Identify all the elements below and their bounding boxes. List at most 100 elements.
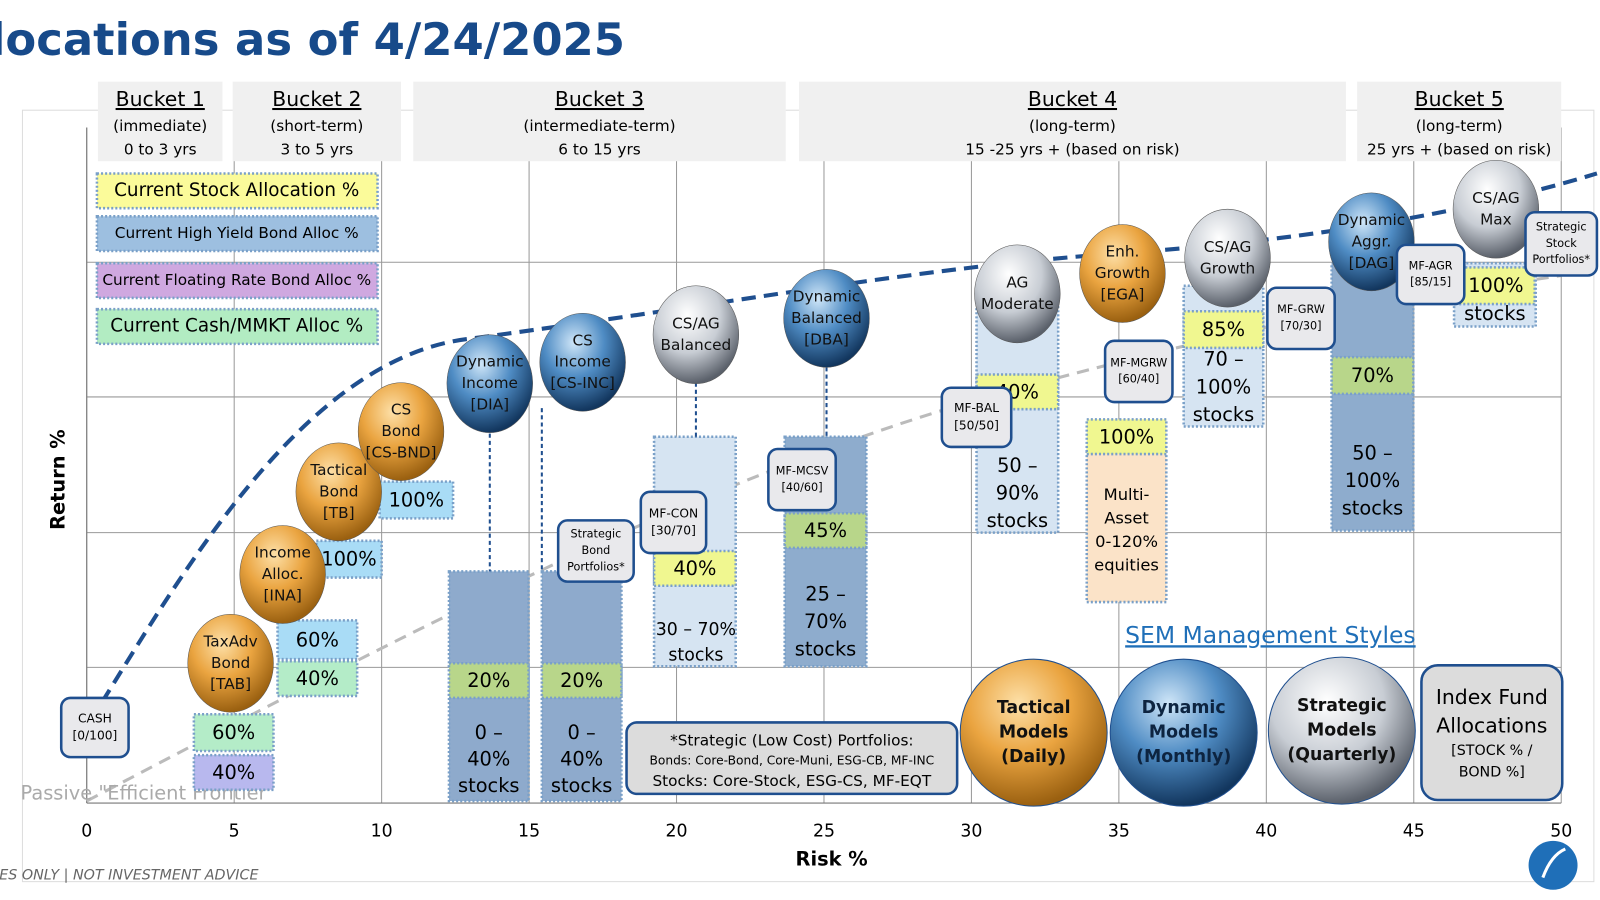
text-line: Balanced: [791, 309, 862, 327]
text-line: stocks: [795, 638, 857, 661]
text-line: stocks: [668, 646, 723, 666]
text-line: Income: [462, 374, 518, 392]
text-line: Asset: [1104, 508, 1149, 527]
bucket-horizon: (intermediate-term): [523, 117, 675, 135]
text-line: Balanced: [661, 336, 732, 354]
text-line: stocks: [458, 774, 520, 797]
text-line: 90%: [996, 481, 1039, 504]
allocation-value: 40%: [296, 667, 339, 690]
text-line: CS: [391, 401, 411, 419]
text-line: Stock: [1546, 237, 1578, 250]
text-line: Portfolios*: [567, 560, 625, 573]
text-line: CASH: [78, 711, 112, 725]
text-line: Alloc.: [262, 565, 304, 583]
model-bubble: [974, 244, 1061, 344]
logo-mark: [1541, 847, 1566, 879]
bucket-name: Bucket 4: [1028, 87, 1117, 111]
styles-title: SEM Management Styles: [1125, 621, 1415, 649]
allocation-box: [783, 511, 868, 550]
bucket-horizon: (immediate): [113, 117, 207, 135]
model-bubble: [239, 525, 326, 624]
text-line: CS/AG: [1204, 238, 1252, 256]
index-box: [1395, 243, 1466, 306]
allocation-value: 60%: [296, 628, 339, 651]
index-box: [639, 490, 708, 555]
x-tick-label: 10: [371, 822, 393, 842]
allocation-box: [1182, 309, 1265, 350]
text-line: [70/30]: [1280, 320, 1321, 333]
model-bubble: [652, 285, 740, 384]
text-line: MF-GRW: [1277, 303, 1325, 316]
text-line: [DAG]: [1349, 254, 1394, 272]
legend-box: [95, 172, 379, 210]
text-line: (Daily): [1001, 747, 1066, 767]
note-line: Bonds: Core-Bond, Core-Muni, ESG-CB, MF-…: [650, 754, 935, 768]
text-line: CS/AG: [1472, 189, 1520, 207]
index-style-box: [1420, 664, 1564, 802]
text-line: [EGA]: [1100, 285, 1144, 303]
text-line: [40/60]: [781, 481, 822, 494]
legend-box: [95, 261, 379, 300]
text-line: Income: [255, 544, 311, 562]
text-line: [DIA]: [470, 396, 509, 414]
text-line: Growth: [1095, 264, 1150, 282]
style-bubble: [1109, 658, 1258, 807]
allocation-value: 100%: [1468, 274, 1523, 297]
x-tick-label: 35: [1108, 822, 1130, 842]
model-bubble: [539, 313, 626, 412]
allocation-box: [540, 661, 623, 700]
model-bubble: [783, 269, 870, 368]
text-line: [CS-BND]: [366, 444, 437, 462]
allocation-value: 45%: [804, 519, 847, 542]
allocation-value: 40%: [212, 761, 255, 784]
allocation-value: 85%: [1202, 318, 1245, 341]
bucket-box: [232, 81, 402, 162]
bucket-years: 6 to 15 yrs: [558, 141, 640, 159]
text-line: Max: [1480, 210, 1512, 228]
allocation-box: [276, 619, 359, 661]
text-line: MF-AGR: [1409, 259, 1453, 272]
text-line: stocks: [987, 509, 1049, 532]
text-line: 40%: [467, 748, 510, 771]
text-line: MF-BAL: [954, 401, 999, 415]
text-line: Dynamic: [456, 353, 523, 371]
allocation-box: [447, 661, 530, 700]
text-line: Dynamic: [1142, 698, 1226, 718]
legend-box: [95, 307, 379, 346]
index-style-line: Allocations: [1436, 714, 1547, 738]
text-line: Strategic: [1536, 221, 1587, 234]
model-bubble: [187, 614, 274, 713]
text-line: stocks: [1193, 403, 1255, 426]
text-line: 25 –: [805, 582, 846, 605]
text-line: [CS-INC]: [550, 374, 614, 392]
allocation-column: [1330, 261, 1415, 532]
text-line: stocks: [551, 774, 613, 797]
x-tick-label: 40: [1255, 822, 1277, 842]
logo: [1528, 840, 1578, 890]
text-line: Multi-: [1104, 485, 1150, 504]
legend-box: [95, 215, 379, 253]
index-style-line: [STOCK % /: [1451, 743, 1533, 759]
footer: INFORMATIONAL PURPOSES ONLY | NOT INVEST…: [0, 868, 258, 884]
x-tick-label: 20: [665, 822, 687, 842]
allocation-value: 40%: [673, 557, 716, 580]
allocation-value: 100%: [389, 489, 444, 512]
text-line: Tactical: [997, 698, 1071, 718]
allocation-value: 20%: [560, 669, 603, 692]
x-axis-label: Risk %: [796, 848, 868, 871]
model-bubble: [1079, 224, 1166, 323]
text-line: MF-CON: [649, 506, 698, 520]
text-line: Portfolios*: [1532, 253, 1590, 266]
text-line: CS/AG: [672, 314, 720, 332]
text-line: Aggr.: [1352, 232, 1392, 250]
x-tick-label: 30: [960, 822, 982, 842]
text-line: [30/70]: [651, 524, 696, 538]
bucket-box: [798, 81, 1346, 162]
x-tick-label: 50: [1550, 822, 1572, 842]
text-line: MF-MGRW: [1110, 356, 1167, 369]
text-line: 0-120%: [1095, 532, 1158, 551]
bucket-name: Bucket 2: [272, 87, 361, 111]
text-line: (Monthly): [1136, 747, 1231, 767]
text-line: Income: [555, 353, 611, 371]
x-tick-label: 0: [81, 822, 92, 842]
